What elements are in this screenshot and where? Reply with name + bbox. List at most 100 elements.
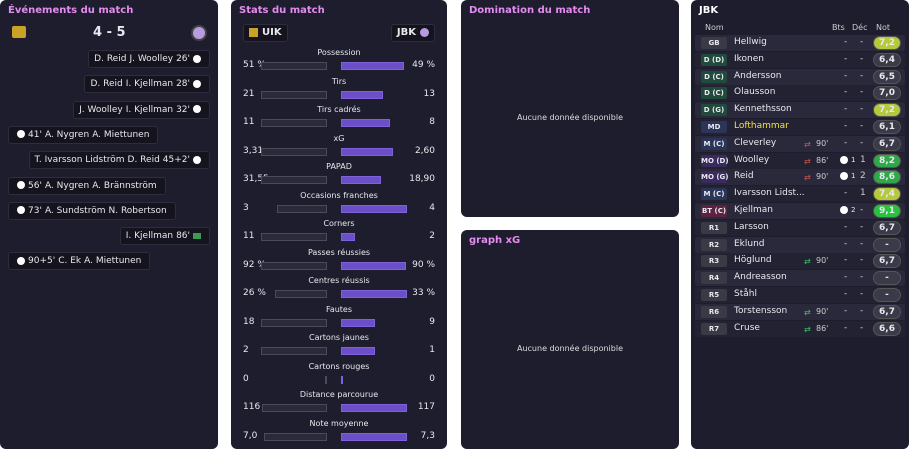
event: 90+5' C. Ek A. Miettunen <box>8 252 151 271</box>
minute: 45+2' <box>162 155 190 166</box>
player-row: R3 Höglund ⇄ 90' - -6,7 <box>695 253 905 270</box>
goals: - <box>844 137 848 148</box>
minute: 28' <box>176 79 190 90</box>
goal-icon <box>17 256 25 265</box>
stat-bar <box>261 176 327 184</box>
stat-value: 4 <box>429 202 435 213</box>
away-team: JBK <box>390 24 435 42</box>
player-name: Ståhl <box>734 289 757 299</box>
assists: - <box>860 53 864 64</box>
stat-value: 2,60 <box>414 145 435 156</box>
player-row: GB Hellwig - -7,2 <box>695 35 905 51</box>
player-name: Ivarsson Lidst... <box>734 188 805 199</box>
position-badge: GB <box>701 37 727 49</box>
player-name: Olausson <box>734 87 776 98</box>
player-name: Kennethsson <box>734 104 792 115</box>
position-badge: MD <box>701 121 727 133</box>
sub-icon: ⇄ <box>804 307 811 317</box>
away-badge <box>191 25 207 41</box>
stat-label: Occasions franches <box>300 190 378 200</box>
stat-bar <box>341 404 407 412</box>
player-name: Andersson <box>734 70 782 81</box>
assists: 1 <box>860 188 866 199</box>
rating: 7,0 <box>873 86 901 101</box>
event: 56' A. Nygren A. Brännström <box>8 176 166 195</box>
goals: - <box>844 188 848 199</box>
minute: 41' <box>28 129 42 140</box>
player: A. Nygren <box>44 129 90 140</box>
event: D. Reid J. Woolley 26' <box>88 50 210 68</box>
player-row: M (C) Ivarsson Lidst... - 1 7,4 <box>695 186 905 203</box>
player-row: M (C) Cleverley ⇄ 90' - -6,7 <box>695 135 905 152</box>
rating: 6,4 <box>873 52 901 67</box>
player-name: Cruse <box>734 322 760 333</box>
assists: - <box>860 255 864 266</box>
rating: - <box>873 271 901 286</box>
rating: 6,7 <box>873 304 901 319</box>
stat-value: 11 <box>243 231 255 241</box>
goals: - <box>844 289 848 299</box>
minute: 86' <box>176 231 190 242</box>
panel-title: graph xG <box>469 235 521 246</box>
stat-value: 8 <box>429 117 435 127</box>
assists: 1 <box>860 154 866 165</box>
stat-bar <box>261 62 327 70</box>
sub-icon: ⇄ <box>804 173 811 183</box>
stat-label: Distance parcourue <box>299 390 379 399</box>
goals: - <box>844 255 848 266</box>
panel-title: JBK <box>699 5 719 16</box>
player-row: R6 Torstensson ⇄ 90' - -6,7 <box>695 303 905 320</box>
goal-icon <box>17 130 25 139</box>
stat-label: Tirs <box>331 76 347 86</box>
stat-value: 117 <box>417 402 435 412</box>
stat-value: 9 <box>429 316 435 327</box>
goal-icon <box>17 206 25 215</box>
stat-bar <box>341 233 355 241</box>
goals: - <box>844 305 848 316</box>
goal-icon <box>193 54 201 63</box>
player-row: D (C) Olausson - -7,0 <box>695 85 905 102</box>
player: A. Sundström <box>44 205 106 216</box>
sub-icon: ⇄ <box>804 156 811 166</box>
score: 4 - 5 <box>93 25 126 40</box>
stat-value: 18,90 <box>409 174 435 184</box>
stat-value: 21 <box>243 88 255 99</box>
stat-label: Cartons jaunes <box>309 333 369 342</box>
goal-icon <box>17 181 25 189</box>
stat-bar <box>325 375 327 384</box>
assists: - <box>860 305 864 316</box>
player-row: MO (G) Reid ⇄ 90' 1 2 8,6 <box>695 169 905 186</box>
assists: 2 <box>860 171 866 182</box>
goals: - <box>844 238 848 249</box>
position-badge: R1 <box>701 221 727 234</box>
goals: - <box>844 87 848 98</box>
goal-icon <box>840 172 848 181</box>
stat-value: 31,55 <box>243 174 269 184</box>
goals: - <box>844 221 848 232</box>
position-badge: D (C) <box>701 87 727 100</box>
player-row: R5 Ståhl - - - <box>695 287 905 303</box>
stat-value: 0 <box>243 373 249 384</box>
stat-bar <box>261 261 327 270</box>
column-header: Nom <box>705 23 724 32</box>
home-name: UIK <box>262 27 282 38</box>
position-badge: R6 <box>701 305 727 318</box>
rating: 6,7 <box>873 220 901 235</box>
goals: - <box>844 104 848 115</box>
sub-minute: 90' <box>816 172 829 182</box>
player-name: Eklund <box>734 238 765 249</box>
assists: - <box>860 121 864 131</box>
player-row: D (D) Ikonen - -6,4 <box>695 51 905 68</box>
assists: - <box>860 289 864 299</box>
player-row: D (G) Kennethsson - -7,2 <box>695 102 905 119</box>
rating: 6,7 <box>873 254 901 269</box>
home-badge <box>12 26 26 38</box>
goals: - <box>844 53 848 64</box>
goal-icon: 1 <box>837 155 855 164</box>
player-name: Torstensson <box>734 305 788 316</box>
empty-message: Aucune donnée disponible <box>516 344 623 353</box>
player: D. Reid <box>90 79 123 90</box>
player-name: Woolley <box>734 154 770 165</box>
stat-bar <box>277 204 327 213</box>
